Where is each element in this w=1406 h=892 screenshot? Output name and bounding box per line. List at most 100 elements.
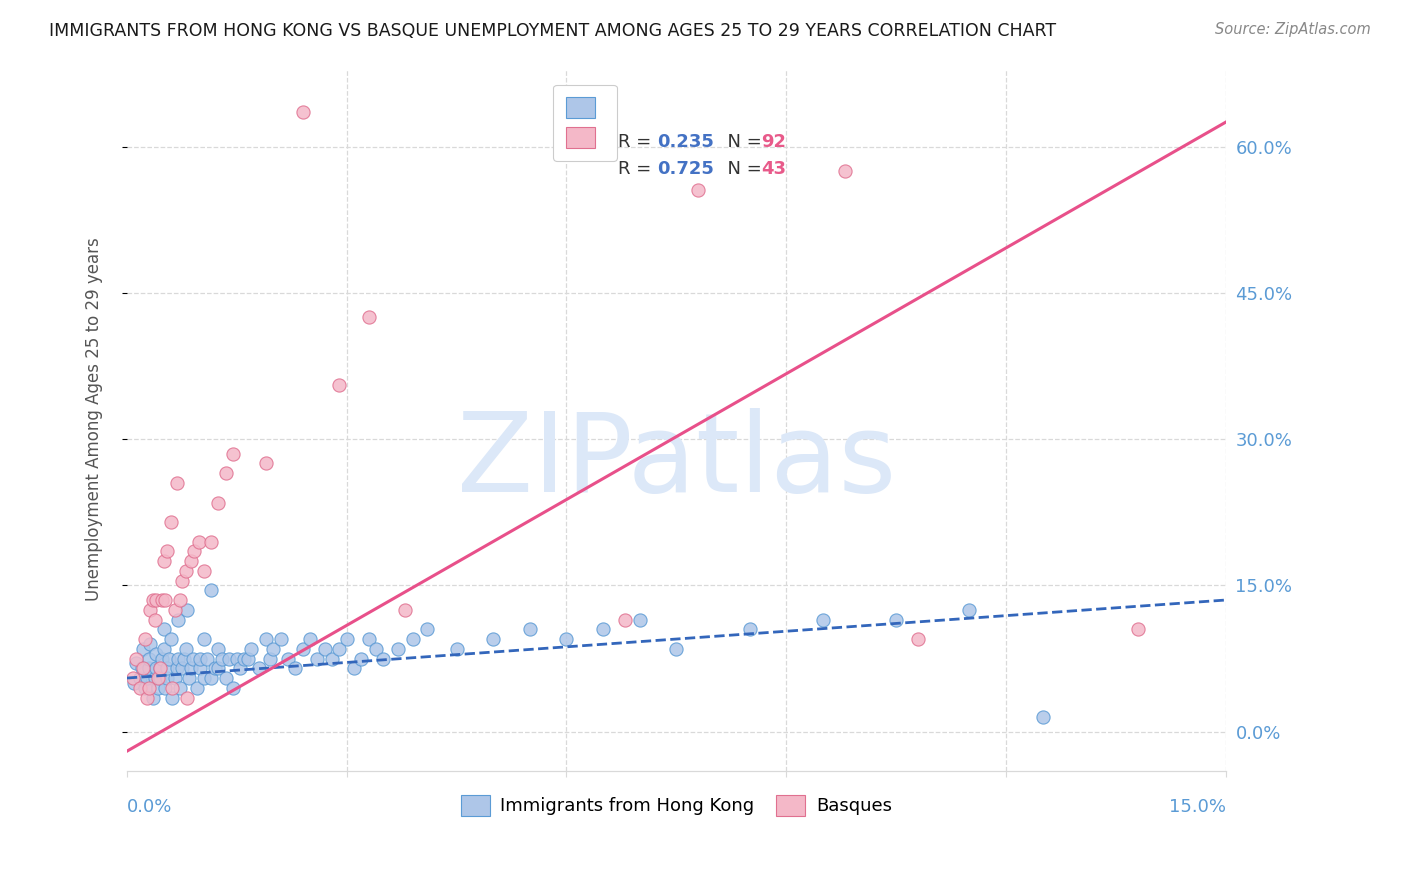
Point: [153, 681, 176, 695]
Point: [193, 632, 215, 646]
Point: [401, 632, 423, 646]
Point: [254, 632, 277, 646]
Point: [200, 534, 222, 549]
Point: [343, 661, 366, 675]
Point: [628, 613, 651, 627]
Point: [186, 681, 208, 695]
Point: [446, 641, 468, 656]
Point: [197, 651, 219, 665]
Point: [174, 564, 197, 578]
Point: [247, 661, 270, 675]
Point: [169, 681, 191, 695]
Point: [141, 593, 163, 607]
Point: [387, 641, 409, 656]
Point: [188, 651, 211, 665]
Point: [179, 671, 201, 685]
Point: [170, 661, 193, 675]
Point: [204, 661, 226, 675]
Point: [176, 690, 198, 705]
Point: [350, 651, 373, 665]
Point: [170, 574, 193, 588]
Point: [259, 651, 281, 665]
Y-axis label: Unemployment Among Ages 25 to 29 years: Unemployment Among Ages 25 to 29 years: [86, 238, 103, 601]
Point: [160, 515, 183, 529]
Point: [134, 681, 156, 695]
Point: [132, 661, 155, 675]
Point: [163, 603, 186, 617]
Point: [143, 613, 166, 627]
Point: [614, 613, 637, 627]
Point: [218, 651, 240, 665]
Point: [129, 671, 152, 685]
Text: Source: ZipAtlas.com: Source: ZipAtlas.com: [1215, 22, 1371, 37]
Point: [122, 676, 145, 690]
Text: 0.725: 0.725: [657, 160, 714, 178]
Point: [150, 651, 173, 665]
Point: [211, 651, 233, 665]
Point: [233, 651, 256, 665]
Point: [1126, 622, 1149, 636]
Text: 92: 92: [761, 133, 786, 151]
Text: R =: R =: [617, 160, 657, 178]
Point: [153, 593, 176, 607]
Point: [299, 632, 322, 646]
Point: [146, 681, 169, 695]
Point: [200, 671, 222, 685]
Point: [215, 467, 238, 481]
Point: [180, 661, 202, 675]
Point: [200, 583, 222, 598]
Point: [884, 613, 907, 627]
Point: [394, 603, 416, 617]
Point: [665, 641, 688, 656]
Point: [284, 661, 307, 675]
Point: [193, 564, 215, 578]
Point: [207, 495, 229, 509]
Point: [121, 671, 143, 685]
Point: [592, 622, 614, 636]
Point: [156, 671, 179, 685]
Point: [125, 657, 148, 671]
Point: [149, 671, 172, 685]
Point: [160, 632, 183, 646]
Point: [225, 651, 247, 665]
Point: [150, 593, 173, 607]
Point: [174, 641, 197, 656]
Point: [270, 632, 292, 646]
Point: [169, 593, 191, 607]
Point: [907, 632, 929, 646]
Point: [328, 378, 350, 392]
Point: [373, 651, 395, 665]
Point: [162, 690, 184, 705]
Point: [131, 661, 153, 675]
Point: [134, 632, 156, 646]
Point: [229, 661, 252, 675]
Point: [262, 641, 284, 656]
Point: [163, 671, 186, 685]
Point: [156, 661, 179, 675]
Point: [240, 641, 263, 656]
Point: [811, 613, 834, 627]
Point: [145, 593, 167, 607]
Point: [138, 661, 160, 675]
Point: [162, 681, 184, 695]
Point: [167, 651, 190, 665]
Text: 15.0%: 15.0%: [1168, 798, 1226, 816]
Point: [688, 183, 710, 197]
Point: [146, 671, 169, 685]
Text: N =: N =: [716, 133, 768, 151]
Point: [152, 622, 174, 636]
Point: [139, 637, 162, 651]
Legend: Immigrants from Hong Kong, Basques: Immigrants from Hong Kong, Basques: [451, 786, 901, 825]
Point: [236, 651, 259, 665]
Text: 0.0%: 0.0%: [127, 798, 173, 816]
Point: [136, 671, 159, 685]
Point: [149, 661, 172, 675]
Point: [222, 681, 245, 695]
Point: [139, 603, 162, 617]
Point: [328, 641, 350, 656]
Text: IMMIGRANTS FROM HONG KONG VS BASQUE UNEMPLOYMENT AMONG AGES 25 TO 29 YEARS CORRE: IMMIGRANTS FROM HONG KONG VS BASQUE UNEM…: [49, 22, 1056, 40]
Point: [555, 632, 578, 646]
Point: [167, 613, 190, 627]
Point: [321, 651, 343, 665]
Point: [215, 671, 238, 685]
